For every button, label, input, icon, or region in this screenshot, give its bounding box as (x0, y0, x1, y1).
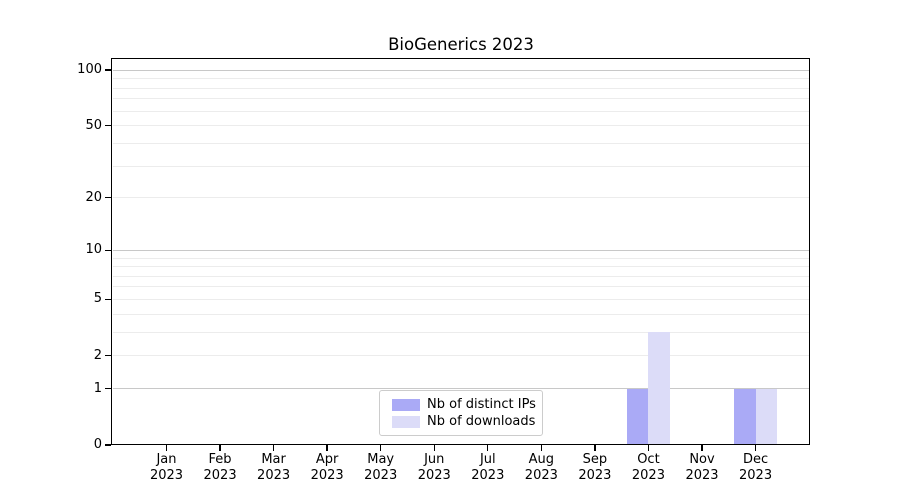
minor-gridline (113, 331, 809, 333)
legend-item-distinct-ips: Nb of distinct IPs (392, 396, 536, 413)
legend-label-downloads: Nb of downloads (427, 414, 536, 429)
bar-oct-downloads (648, 332, 670, 445)
y-tick-label: 5 (93, 291, 102, 307)
y-tick-mark (105, 444, 111, 446)
minor-gridline (113, 275, 809, 277)
y-tick-label: 1 (93, 380, 102, 396)
y-tick-label: 50 (85, 117, 102, 133)
x-tick-label: Oct 2023 (631, 452, 665, 483)
bar-dec-downloads (755, 388, 778, 445)
x-tick-label: Aug 2023 (524, 452, 558, 483)
x-tick-mark (487, 445, 489, 451)
x-tick-label: Jan 2023 (149, 452, 184, 483)
x-tick-mark (380, 445, 382, 451)
x-tick-label: Feb 2023 (203, 452, 237, 483)
legend-swatch-distinct-ips (392, 398, 420, 411)
major-gridline (113, 249, 809, 251)
chart-title: BioGenerics 2023 (388, 35, 534, 54)
x-tick-mark (540, 445, 543, 451)
x-tick-mark (326, 445, 328, 451)
minor-gridline (113, 286, 809, 288)
minor-gridline (113, 142, 809, 144)
x-tick-mark (647, 445, 650, 451)
minor-gridline (113, 165, 809, 167)
minor-gridline (113, 298, 809, 300)
minor-gridline (113, 197, 809, 199)
y-tick-label: 100 (77, 62, 102, 78)
minor-gridline (113, 87, 809, 89)
x-tick-mark (594, 445, 596, 451)
plot-area (111, 58, 810, 445)
y-tick-label: 20 (85, 189, 102, 205)
minor-gridline (113, 98, 809, 100)
major-gridline (113, 388, 809, 390)
y-tick-mark (105, 298, 111, 301)
y-tick-label: 10 (85, 242, 102, 258)
y-tick-label: 0 (93, 437, 102, 452)
legend: Nb of distinct IPs Nb of downloads (379, 390, 543, 436)
y-tick-mark (105, 388, 111, 390)
y-tick-mark (105, 355, 111, 357)
y-tick-mark (105, 197, 111, 199)
x-tick-label: Apr 2023 (310, 452, 344, 483)
y-tick-mark (105, 124, 111, 127)
minor-gridline (113, 110, 809, 112)
legend-label-distinct-ips: Nb of distinct IPs (427, 397, 536, 412)
bar-dec-distinct-ips (734, 388, 756, 445)
x-tick-label: Jun 2023 (417, 452, 451, 483)
y-tick-mark (105, 249, 111, 251)
x-tick-mark (433, 445, 435, 451)
x-tick-mark (701, 445, 703, 451)
x-tick-mark (165, 445, 168, 451)
minor-gridline (113, 266, 809, 268)
minor-gridline (113, 313, 809, 315)
minor-gridline (113, 125, 809, 127)
x-tick-label: May 2023 (364, 452, 398, 483)
x-tick-mark (272, 445, 275, 451)
minor-gridline (113, 257, 809, 259)
x-tick-label: Mar 2023 (257, 452, 291, 483)
y-tick-label: 2 (93, 347, 102, 363)
legend-item-downloads: Nb of downloads (392, 413, 536, 430)
x-tick-label: Nov 2023 (685, 452, 719, 483)
minor-gridline (113, 355, 809, 357)
x-tick-label: Jul 2023 (471, 452, 505, 483)
major-gridline (113, 69, 809, 71)
y-tick-mark (105, 69, 111, 71)
x-tick-mark (754, 445, 757, 451)
bar-oct-distinct-ips (626, 388, 649, 445)
x-tick-label: Sep 2023 (578, 452, 612, 483)
legend-swatch-downloads (392, 415, 420, 428)
x-tick-label: Dec 2023 (739, 452, 773, 483)
minor-gridline (113, 78, 809, 80)
x-tick-mark (219, 445, 221, 451)
